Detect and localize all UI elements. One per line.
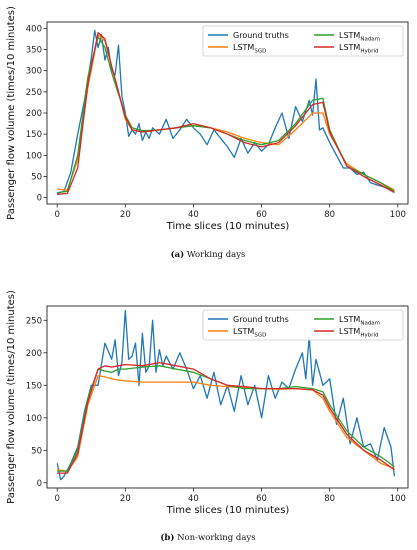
y-axis-label-a: Passenger flow volume (times/10 minutes) <box>6 6 17 220</box>
legend-label-sgd: LSTMSGD <box>233 327 266 339</box>
y-tick-label: 250 <box>26 316 42 326</box>
caption-text-a: Working days <box>184 250 245 260</box>
x-tick-label: 80 <box>324 494 335 504</box>
ticks-b: 0 20 40 60 80 100 0 50 100 150 200 250 <box>26 316 406 504</box>
x-tick-label: 40 <box>188 494 199 504</box>
legend-box <box>202 309 404 341</box>
caption-letter-b: (b) <box>160 532 174 543</box>
y-tick-label: 200 <box>26 349 42 359</box>
y-tick-label: 300 <box>26 67 42 77</box>
chart-b: 0 20 40 60 80 100 0 50 100 150 200 250 Time slices … <box>6 290 409 543</box>
y-tick-label: 200 <box>26 109 42 119</box>
y-tick-label: 100 <box>26 414 42 424</box>
y-tick-label: 50 <box>31 172 42 182</box>
legend-label-hybrid: LSTMHybrid <box>339 43 379 55</box>
x-tick-label: 60 <box>256 494 267 504</box>
x-tick-label: 0 <box>55 210 60 220</box>
series-line-sgd <box>57 374 395 472</box>
x-tick-label: 100 <box>390 494 406 504</box>
series-line-ground <box>57 29 395 195</box>
series-lines-b <box>56 309 396 481</box>
y-tick-label: 150 <box>26 130 42 140</box>
y-tick-label: 0 <box>37 479 42 489</box>
x-tick-label: 80 <box>324 210 335 220</box>
y-tick-label: 50 <box>31 446 42 456</box>
caption-letter-a: (a) <box>171 249 185 260</box>
caption-b: (b) Non-working days <box>160 532 255 543</box>
x-tick-label: 20 <box>120 210 131 220</box>
legend-label-nadam: LSTMNadam <box>339 31 380 43</box>
series-line-nadam <box>57 365 395 472</box>
chart-a: 0 20 40 60 80 100 0 50 100 150 200 250 300 350 400 Tim… <box>6 6 409 260</box>
x-axis-label-b: Time slices (10 minutes) <box>166 505 290 516</box>
legend-label-hybrid: LSTMHybrid <box>339 327 379 339</box>
y-tick-label: 150 <box>26 381 42 391</box>
x-axis-label-a: Time slices (10 minutes) <box>166 221 290 232</box>
legend-label-ground: Ground truths <box>233 315 289 324</box>
x-tick-label: 40 <box>188 210 199 220</box>
legend-label-ground: Ground truths <box>233 31 289 40</box>
series-lines-a <box>57 29 395 195</box>
y-tick-label: 100 <box>26 151 42 161</box>
y-axis-label-b: Passenger flow volume (times/10 minutes) <box>6 290 17 504</box>
legend-label-sgd: LSTMSGD <box>233 43 266 55</box>
x-tick-label: 0 <box>55 494 60 504</box>
legend-label-nadam: LSTMNadam <box>339 315 380 327</box>
y-tick-label: 0 <box>37 194 42 204</box>
series-line-hybrid <box>57 361 395 474</box>
y-tick-label: 350 <box>26 46 42 56</box>
x-tick-label: 20 <box>120 494 131 504</box>
y-tick-label: 250 <box>26 88 42 98</box>
x-tick-label: 100 <box>390 210 406 220</box>
caption-a: (a) Working days <box>171 249 246 260</box>
ticks-a: 0 20 40 60 80 100 0 50 100 150 200 250 300 350 400 <box>26 24 406 220</box>
x-tick-label: 60 <box>256 210 267 220</box>
series-line-ground <box>56 309 396 481</box>
series-line-hybrid <box>57 31 395 195</box>
caption-text-b: Non-working days <box>174 533 255 543</box>
y-tick-label: 400 <box>26 24 42 34</box>
legend-box <box>202 25 404 57</box>
